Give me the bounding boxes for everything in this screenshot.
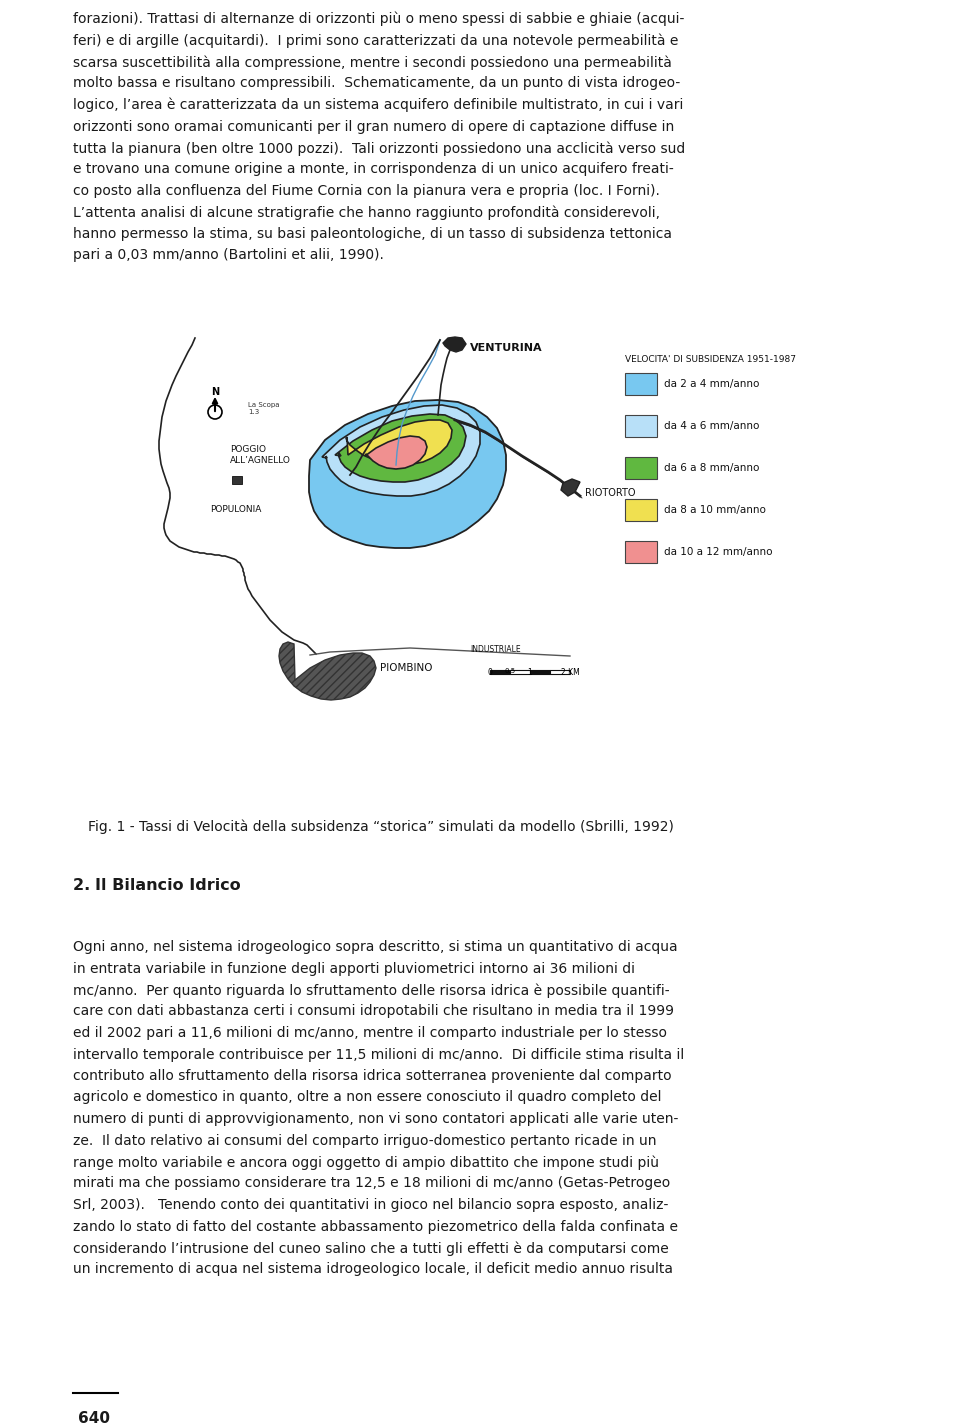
- Text: POPULONIA: POPULONIA: [210, 506, 261, 514]
- Text: da 4 a 6 mm/anno: da 4 a 6 mm/anno: [664, 422, 759, 431]
- Bar: [625, 414, 657, 437]
- Text: Il Bilancio Idrico: Il Bilancio Idrico: [95, 879, 241, 893]
- Polygon shape: [443, 337, 466, 352]
- Text: POGGIO
ALL’AGNELLO: POGGIO ALL’AGNELLO: [230, 444, 291, 466]
- Polygon shape: [365, 436, 427, 468]
- Bar: [550, 671, 570, 674]
- Bar: [232, 476, 242, 484]
- Bar: [625, 541, 657, 562]
- Text: considerando l’intrusione del cuneo salino che a tutti gli effetti è da computar: considerando l’intrusione del cuneo sali…: [73, 1240, 669, 1256]
- Text: range molto variabile e ancora oggi oggetto di ampio dibattito che impone studi : range molto variabile e ancora oggi ogge…: [73, 1155, 659, 1169]
- Polygon shape: [322, 404, 480, 496]
- Text: ed il 2002 pari a 11,6 milioni di mc/anno, mentre il comparto industriale per lo: ed il 2002 pari a 11,6 milioni di mc/ann…: [73, 1027, 667, 1040]
- Text: da 2 a 4 mm/anno: da 2 a 4 mm/anno: [664, 379, 759, 389]
- Text: pari a 0,03 mm/anno (Bartolini et alii, 1990).: pari a 0,03 mm/anno (Bartolini et alii, …: [73, 249, 384, 262]
- Polygon shape: [561, 478, 580, 496]
- Text: Srl, 2003).   Tenendo conto dei quantitativi in gioco nel bilancio sopra esposto: Srl, 2003). Tenendo conto dei quantitati…: [73, 1198, 668, 1212]
- Text: hanno permesso la stima, su basi paleontologiche, di un tasso di subsidenza tett: hanno permesso la stima, su basi paleont…: [73, 226, 672, 241]
- Bar: [510, 671, 530, 674]
- Text: e trovano una comune origine a monte, in corrispondenza di un unico acquifero fr: e trovano una comune origine a monte, in…: [73, 162, 674, 177]
- Bar: [625, 457, 657, 478]
- Polygon shape: [279, 642, 376, 701]
- Text: VENTURINA: VENTURINA: [470, 343, 542, 353]
- Text: orizzonti sono oramai comunicanti per il gran numero di opere di captazione diff: orizzonti sono oramai comunicanti per il…: [73, 120, 674, 134]
- Text: RIOTORTO: RIOTORTO: [585, 488, 636, 498]
- Text: 0: 0: [488, 668, 492, 676]
- Bar: [490, 671, 510, 674]
- Text: molto bassa e risultano compressibili.  Schematicamente, da un punto di vista id: molto bassa e risultano compressibili. S…: [73, 77, 681, 91]
- Text: un incremento di acqua nel sistema idrogeologico locale, il deficit medio annuo : un incremento di acqua nel sistema idrog…: [73, 1263, 673, 1276]
- Text: da 8 a 10 mm/anno: da 8 a 10 mm/anno: [664, 506, 766, 515]
- Text: co posto alla confluenza del Fiume Cornia con la pianura vera e propria (loc. I : co posto alla confluenza del Fiume Corni…: [73, 184, 660, 198]
- Text: contributo allo sfruttamento della risorsa idrica sotterranea proveniente dal co: contributo allo sfruttamento della risor…: [73, 1069, 672, 1084]
- Text: 2 KM: 2 KM: [561, 668, 580, 676]
- Text: agricolo e domestico in quanto, oltre a non essere conosciuto il quadro completo: agricolo e domestico in quanto, oltre a …: [73, 1091, 661, 1105]
- Text: L’attenta analisi di alcune stratigrafie che hanno raggiunto profondità consider: L’attenta analisi di alcune stratigrafie…: [73, 205, 660, 219]
- Text: care con dati abbastanza certi i consumi idropotabili che risultano in media tra: care con dati abbastanza certi i consumi…: [73, 1004, 674, 1018]
- Text: mirati ma che possiamo considerare tra 12,5 e 18 milioni di mc/anno (Getas-Petro: mirati ma che possiamo considerare tra 1…: [73, 1176, 670, 1190]
- Text: feri) e di argille (acquitardi).  I primi sono caratterizzati da una notevole pe: feri) e di argille (acquitardi). I primi…: [73, 34, 679, 48]
- Text: 640: 640: [78, 1411, 110, 1424]
- Text: in entrata variabile in funzione degli apporti pluviometrici intorno ai 36 milio: in entrata variabile in funzione degli a…: [73, 961, 635, 975]
- Text: mc/anno.  Per quanto riguarda lo sfruttamento delle risorsa idrica è possibile q: mc/anno. Per quanto riguarda lo sfruttam…: [73, 983, 670, 997]
- Polygon shape: [346, 420, 452, 466]
- Text: La Scopa
1.3: La Scopa 1.3: [248, 402, 279, 414]
- Text: Fig. 1 - Tassi di Velocità della subsidenza “storica” simulati da modello (Sbril: Fig. 1 - Tassi di Velocità della subside…: [88, 820, 674, 834]
- Bar: [625, 373, 657, 394]
- Text: scarsa suscettibilità alla compressione, mentre i secondi possiedono una permeab: scarsa suscettibilità alla compressione,…: [73, 56, 672, 70]
- Text: Ogni anno, nel sistema idrogeologico sopra descritto, si stima un quantitativo d: Ogni anno, nel sistema idrogeologico sop…: [73, 940, 678, 954]
- Text: forazioni). Trattasi di alternanze di orizzonti più o meno spessi di sabbie e gh: forazioni). Trattasi di alternanze di or…: [73, 11, 684, 27]
- Text: PIOMBINO: PIOMBINO: [380, 664, 433, 674]
- Text: tutta la pianura (ben oltre 1000 pozzi).  Tali orizzonti possiedono una acclicit: tutta la pianura (ben oltre 1000 pozzi).…: [73, 141, 685, 155]
- Text: da 6 a 8 mm/anno: da 6 a 8 mm/anno: [664, 463, 759, 473]
- Text: 2.: 2.: [73, 879, 96, 893]
- Text: zando lo stato di fatto del costante abbassamento piezometrico della falda confi: zando lo stato di fatto del costante abb…: [73, 1219, 678, 1233]
- Text: INDUSTRIALE: INDUSTRIALE: [470, 645, 520, 655]
- Bar: [530, 671, 550, 674]
- Bar: [625, 498, 657, 521]
- Text: intervallo temporale contribuisce per 11,5 milioni di mc/anno.  Di difficile sti: intervallo temporale contribuisce per 11…: [73, 1048, 684, 1061]
- Text: da 10 a 12 mm/anno: da 10 a 12 mm/anno: [664, 547, 773, 557]
- Text: ze.  Il dato relativo ai consumi del comparto irriguo-domestico pertanto ricade : ze. Il dato relativo ai consumi del comp…: [73, 1134, 657, 1148]
- Text: 0.5: 0.5: [504, 668, 516, 674]
- Text: N: N: [211, 387, 219, 397]
- Text: logico, l’area è caratterizzata da un sistema acquifero definibile multistrato, : logico, l’area è caratterizzata da un si…: [73, 98, 684, 112]
- Text: VELOCITA' DI SUBSIDENZA 1951-1987: VELOCITA' DI SUBSIDENZA 1951-1987: [625, 355, 796, 365]
- Polygon shape: [309, 400, 506, 548]
- Polygon shape: [335, 414, 466, 481]
- Text: 1: 1: [528, 668, 533, 676]
- Text: numero di punti di approvvigionamento, non vi sono contatori applicati alle vari: numero di punti di approvvigionamento, n…: [73, 1112, 679, 1126]
